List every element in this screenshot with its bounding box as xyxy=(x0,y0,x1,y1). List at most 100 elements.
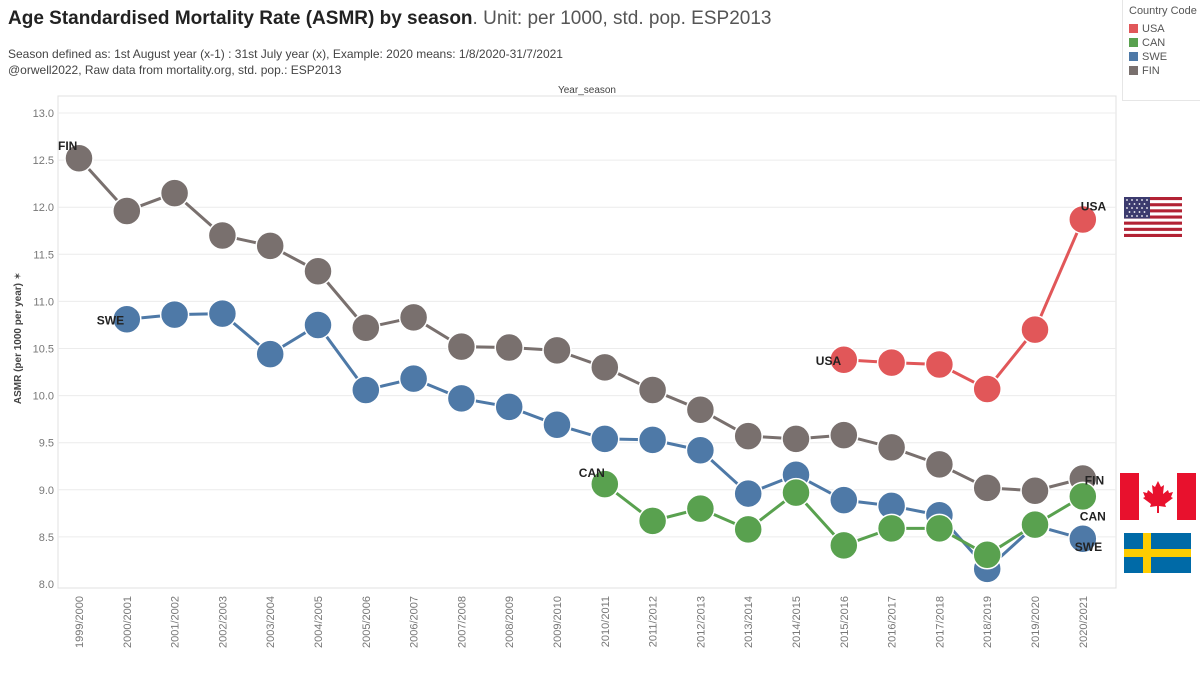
x-tick-label: 2016/2017 xyxy=(887,596,899,648)
y-tick-label: 10.5 xyxy=(33,344,54,356)
x-tick-label: 2002/2003 xyxy=(217,596,229,648)
data-point-swe xyxy=(685,435,716,465)
data-point-can xyxy=(1068,481,1098,512)
data-point-can xyxy=(637,506,668,536)
data-point-fin xyxy=(733,421,763,451)
data-point-fin xyxy=(494,332,524,363)
data-point-fin xyxy=(876,432,907,463)
x-tick-label: 2018/2019 xyxy=(982,596,994,648)
label-fin: FIN xyxy=(58,139,77,153)
data-point-can xyxy=(685,493,716,524)
y-tick-label: 10.0 xyxy=(33,391,54,403)
x-tick-label: 2009/2010 xyxy=(552,596,564,648)
data-point-fin xyxy=(1020,475,1050,506)
legend-item-swe[interactable]: SWE xyxy=(1129,50,1167,64)
y-tick-label: 13.0 xyxy=(33,108,54,120)
data-point-fin xyxy=(542,335,572,366)
label-swe: SWE xyxy=(97,313,124,327)
data-point-fin xyxy=(446,331,477,362)
legend-title: Country Code xyxy=(1129,5,1197,17)
x-tick-label: 2012/2013 xyxy=(695,596,707,648)
data-point-swe xyxy=(1068,524,1098,554)
data-point-fin xyxy=(637,375,668,405)
legend-swatch-usa xyxy=(1129,24,1138,33)
data-point-swe xyxy=(637,425,668,455)
plot-frame xyxy=(57,95,1117,589)
data-point-usa xyxy=(924,349,955,380)
legend: Country Code USA CAN SWE FIN xyxy=(1122,0,1200,101)
data-point-swe xyxy=(159,299,190,330)
series-fin xyxy=(64,143,1098,506)
y-axis-label: ASMR (per 1000 per year) ✶ xyxy=(13,272,24,404)
legend-item-can[interactable]: CAN xyxy=(1129,36,1165,50)
label-fin: FIN xyxy=(1085,473,1104,487)
data-point-usa xyxy=(1020,314,1050,345)
x-tick-label: 1999/2000 xyxy=(74,596,86,648)
data-point-swe xyxy=(542,410,572,440)
data-point-swe xyxy=(494,392,524,422)
canada-flag xyxy=(1120,473,1196,520)
series-swe xyxy=(112,298,1098,584)
data-point-swe xyxy=(255,339,285,369)
data-point-swe xyxy=(303,310,333,340)
legend-label-usa: USA xyxy=(1142,23,1165,35)
data-point-fin xyxy=(781,424,811,454)
sweden-flag xyxy=(1124,533,1191,573)
y-tick-label: 9.5 xyxy=(39,438,54,450)
data-point-usa xyxy=(1068,204,1098,235)
data-point-can xyxy=(972,540,1002,570)
usa-flag xyxy=(1124,197,1182,237)
label-usa: USA xyxy=(816,354,842,368)
legend-item-usa[interactable]: USA xyxy=(1129,22,1165,36)
x-tick-label: 2007/2008 xyxy=(456,596,468,648)
data-point-fin xyxy=(398,302,429,333)
legend-label-can: CAN xyxy=(1142,37,1166,49)
y-tick-label: 9.0 xyxy=(39,485,54,497)
x-tick-label: 2008/2009 xyxy=(504,596,516,648)
data-point-fin xyxy=(159,178,190,208)
x-tick-label: 2000/2001 xyxy=(122,596,134,648)
data-point-swe xyxy=(207,298,238,329)
x-tick-label: 2010/2011 xyxy=(600,596,612,647)
data-point-fin xyxy=(685,394,716,425)
data-point-fin xyxy=(303,256,333,287)
legend-swatch-fin xyxy=(1129,66,1138,75)
x-tick-label: 2003/2004 xyxy=(265,596,277,648)
data-point-fin xyxy=(207,220,238,251)
series-can xyxy=(590,469,1098,570)
data-point-fin xyxy=(829,420,859,450)
data-point-usa xyxy=(972,374,1002,404)
data-point-usa xyxy=(829,345,859,375)
legend-label-fin: FIN xyxy=(1142,65,1160,77)
data-point-fin xyxy=(64,143,94,173)
data-point-can xyxy=(1020,509,1050,540)
x-axis-header: Year_season xyxy=(558,85,616,96)
legend-label-swe: SWE xyxy=(1142,51,1168,63)
x-tick-label: 2006/2007 xyxy=(409,596,421,648)
y-tick-label: 11.0 xyxy=(33,296,54,308)
legend-swatch-can xyxy=(1129,38,1138,47)
chart-title-main: Age Standardised Mortality Rate (ASMR) b… xyxy=(8,8,473,29)
x-tick-label: 2017/2018 xyxy=(934,596,946,648)
data-point-swe xyxy=(112,304,142,335)
chart-subtitle-source: @orwell2022, Raw data from mortality.org… xyxy=(8,63,342,77)
x-tick-label: 2001/2002 xyxy=(170,596,182,648)
label-usa: USA xyxy=(1081,199,1107,213)
y-axis: 13.0 12.5 12.0 11.5 11.0 10.5 10.0 9.5 9.0 8.5 8.0 xyxy=(33,108,1116,591)
data-point-can xyxy=(829,530,859,561)
chart-title: Age Standardised Mortality Rate (ASMR) b… xyxy=(8,8,771,30)
x-tick-label: 2020/2021 xyxy=(1078,596,1090,648)
y-tick-label: 8.0 xyxy=(39,579,54,591)
legend-item-fin[interactable]: FIN xyxy=(1129,64,1160,78)
data-point-fin xyxy=(972,473,1002,503)
chart-title-unit: . Unit: per 1000, std. pop. ESP2013 xyxy=(472,8,772,29)
y-tick-label: 8.5 xyxy=(39,532,54,544)
label-swe: SWE xyxy=(1075,540,1102,554)
data-point-swe xyxy=(446,383,477,414)
data-point-fin xyxy=(590,352,620,383)
data-point-can xyxy=(924,513,955,544)
data-point-can xyxy=(590,469,620,499)
y-tick-label: 12.5 xyxy=(33,155,54,167)
legend-swatch-swe xyxy=(1129,52,1138,61)
